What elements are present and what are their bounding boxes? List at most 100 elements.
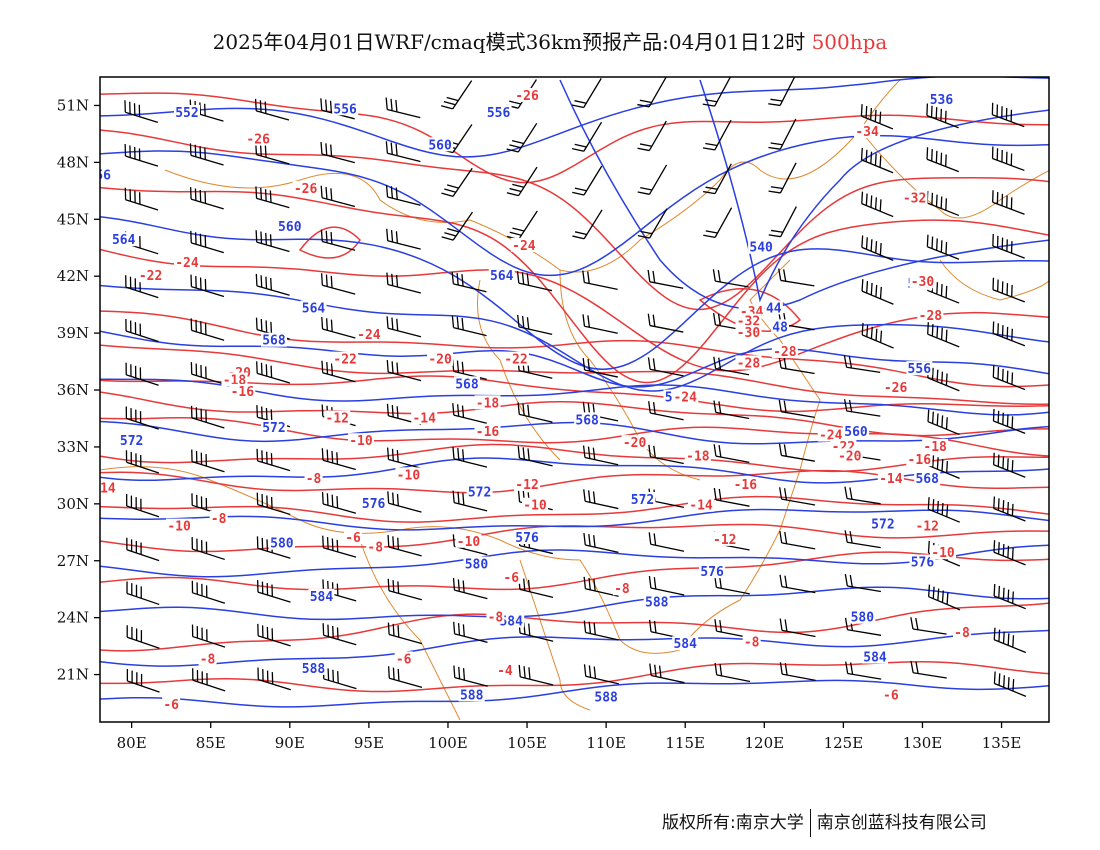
temperature-label: -12 bbox=[713, 533, 736, 548]
temperature-label: -24 bbox=[175, 256, 199, 271]
geopotential-label: 568 bbox=[262, 334, 286, 349]
temperature-label: -10 bbox=[167, 520, 191, 535]
temperature-label-bg bbox=[684, 448, 711, 463]
wind-barb bbox=[778, 443, 816, 462]
geopotential-label: 48 bbox=[772, 320, 788, 335]
temperature-label: -10 bbox=[349, 434, 373, 449]
temperature-labels: -26-26-34-26-32-24-24-22 -30-34-32-30-28-… bbox=[100, 87, 972, 713]
wind-barb bbox=[991, 102, 1025, 128]
geopotential-label: 576 bbox=[700, 565, 724, 580]
temperature-label: -8 bbox=[614, 582, 630, 597]
wind-barb bbox=[321, 448, 356, 471]
wind-barb bbox=[926, 103, 959, 129]
geopotential-label-bg bbox=[764, 300, 783, 315]
temperature-label-bg bbox=[901, 190, 928, 205]
geopotential-label: 588 bbox=[302, 662, 326, 677]
wind-barb bbox=[516, 271, 553, 292]
wind-barb bbox=[385, 185, 421, 206]
temperature-label: -8 bbox=[211, 512, 227, 527]
y-tick-label: 39N bbox=[57, 324, 89, 342]
geopotential-label: 44 bbox=[766, 301, 782, 316]
temperature-contour bbox=[100, 248, 1049, 372]
temperature-label-bg bbox=[245, 131, 272, 146]
geopotential-label-bg bbox=[453, 376, 480, 391]
temperature-label: 14 bbox=[100, 482, 116, 497]
wind-barb bbox=[992, 408, 1026, 434]
temperature-label: -10 bbox=[523, 499, 547, 514]
x-tick-label: 120E bbox=[745, 734, 785, 752]
wind-barb bbox=[713, 400, 750, 420]
temperature-label: -26 bbox=[246, 133, 270, 148]
map-title: 2025年04月01日WRF/cmaq模式36km预报产品:04月01日12时 … bbox=[0, 26, 1100, 55]
temperature-label: -26 bbox=[515, 89, 539, 104]
temperature-label: -10 bbox=[397, 468, 421, 483]
wind-barb bbox=[386, 360, 422, 382]
wind-barb bbox=[582, 314, 618, 334]
temperature-label-bg bbox=[173, 254, 200, 269]
wind-barb bbox=[190, 318, 225, 341]
wind-barb bbox=[126, 537, 160, 562]
wind-barb bbox=[768, 206, 797, 238]
temperature-label-bg bbox=[612, 581, 631, 596]
x-tick-label: 80E bbox=[117, 734, 147, 752]
temperature-label: -8 bbox=[200, 652, 216, 667]
geopotential-label-bg bbox=[862, 649, 889, 664]
temperature-label-bg bbox=[162, 696, 181, 711]
wind-barb bbox=[256, 492, 291, 516]
wind-barb bbox=[124, 100, 158, 123]
wind-barb bbox=[320, 273, 356, 295]
wind-barb bbox=[927, 497, 960, 523]
geopotential-label: 568 bbox=[915, 472, 939, 487]
y-tick-label: 42N bbox=[57, 267, 89, 285]
temperature-label: -4 bbox=[497, 664, 513, 679]
temperature-label-bg bbox=[486, 609, 505, 624]
geopotential-label-bg bbox=[466, 484, 493, 499]
wind-barb bbox=[126, 668, 160, 693]
geopotential-label: 540 bbox=[749, 241, 773, 256]
wind-barb bbox=[703, 163, 732, 195]
temperature-label: -26 bbox=[884, 381, 908, 396]
temperature-contour bbox=[100, 344, 1049, 405]
wind-barb bbox=[387, 622, 423, 645]
geopotential-label-bg bbox=[498, 613, 525, 628]
temperature-label: -16 bbox=[231, 385, 255, 400]
wind-barb bbox=[124, 144, 159, 167]
wind-barb bbox=[860, 104, 894, 130]
wind-barb bbox=[583, 489, 619, 510]
temperature-label: -14 bbox=[689, 499, 713, 514]
wind-barb bbox=[126, 625, 160, 649]
temperature-label: -12 bbox=[515, 478, 538, 493]
geopotential-label-bg bbox=[514, 529, 541, 544]
wind-barb bbox=[992, 365, 1026, 391]
temperature-label-bg bbox=[474, 395, 501, 410]
wind-barb bbox=[125, 362, 159, 386]
wind-barb bbox=[506, 166, 538, 197]
country-borders bbox=[100, 79, 1049, 721]
temperature-label-bg bbox=[514, 476, 541, 491]
wind-barb bbox=[451, 271, 487, 293]
wind-barb bbox=[385, 97, 421, 119]
wind-barb bbox=[322, 535, 357, 558]
temperature-label-bg bbox=[732, 476, 759, 491]
temperature-label-bg bbox=[881, 687, 900, 702]
y-tick-label: 33N bbox=[57, 438, 89, 456]
country-border bbox=[519, 559, 591, 711]
temperature-label: -18 bbox=[923, 440, 947, 455]
x-tick-label: 125E bbox=[824, 734, 864, 752]
wind-barb bbox=[768, 162, 797, 194]
country-border bbox=[164, 79, 901, 273]
geopotential-label-bg bbox=[843, 423, 870, 438]
temperature-label-bg bbox=[742, 634, 761, 649]
geopotential-label-bg bbox=[672, 636, 699, 651]
geopotential-label: 552 bbox=[175, 106, 198, 121]
temperature-label-bg bbox=[355, 327, 382, 341]
wind-barb bbox=[386, 316, 422, 338]
y-tick-label: 45N bbox=[57, 210, 89, 228]
x-tick-label: 100E bbox=[428, 734, 468, 752]
geopotential-contour bbox=[100, 134, 1049, 277]
wind-barb bbox=[993, 583, 1026, 610]
temperature-label-bg bbox=[930, 545, 957, 560]
wind-barb bbox=[910, 617, 947, 635]
geopotential-label: 576 bbox=[515, 531, 539, 546]
temperature-label-bg bbox=[209, 511, 228, 526]
